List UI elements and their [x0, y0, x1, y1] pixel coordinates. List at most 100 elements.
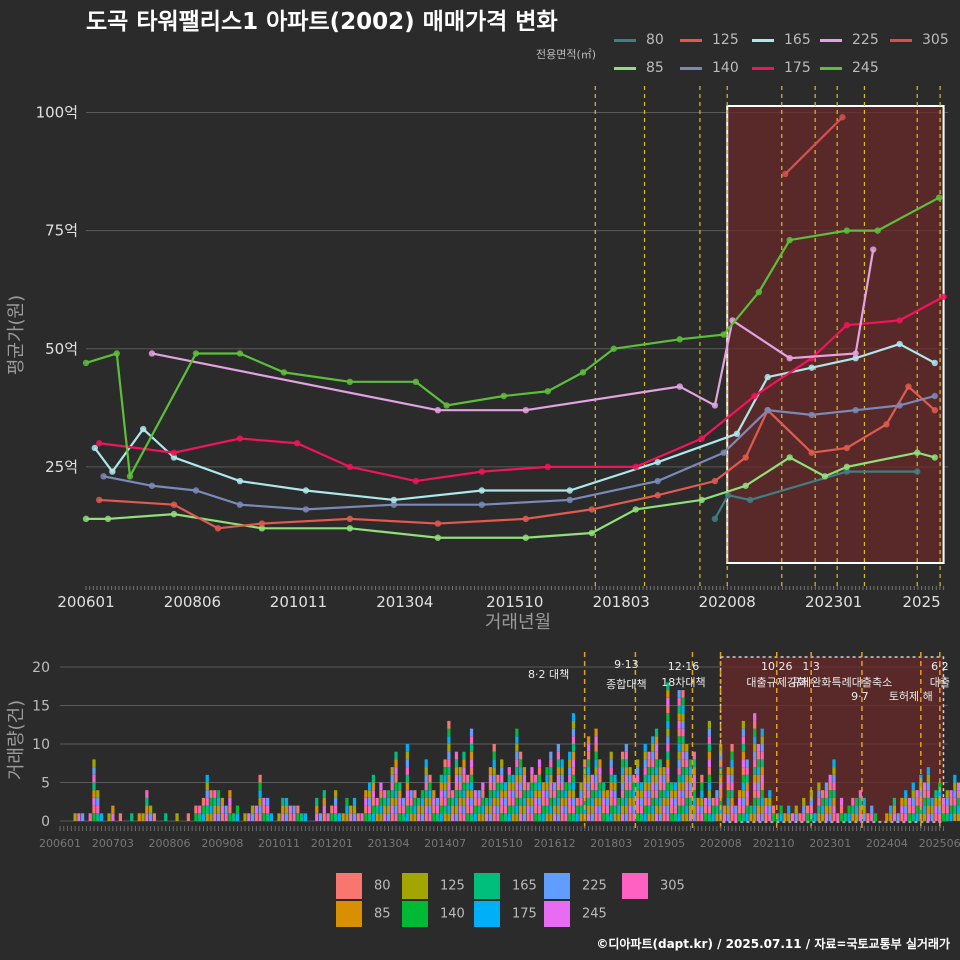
volume-bar-segment [469, 736, 474, 744]
volume-bar-segment [145, 805, 149, 814]
data-point [632, 506, 639, 513]
volume-bar-segment [636, 767, 640, 775]
x-tick-label: 202301 [809, 837, 851, 850]
volume-bar-segment [685, 805, 689, 814]
volume-bar-segment [481, 805, 485, 814]
volume-bar-segment [515, 782, 519, 791]
volume-bar-segment [175, 813, 179, 821]
volume-bar-segment [579, 790, 583, 798]
volume-bar-segment [526, 790, 530, 798]
volume-bar-segment [77, 813, 81, 821]
volume-bar-segment [541, 813, 545, 821]
volume-bar-segment [726, 774, 730, 783]
data-point [905, 383, 912, 390]
volume-bar-segment [915, 797, 919, 806]
data-point [302, 487, 310, 494]
volume-bar-segment [371, 813, 375, 821]
volume-bar-segment [288, 813, 292, 821]
legend-label: 225 [582, 878, 607, 894]
volume-bar-segment [492, 759, 496, 768]
volume-bar-segment [488, 813, 493, 821]
volume-bar-segment [364, 805, 368, 814]
volume-bar-segment [345, 805, 349, 814]
volume-bar-segment [707, 720, 711, 729]
volume-bar-segment [549, 813, 553, 821]
volume-bar-segment [401, 813, 406, 821]
volume-bar-segment [900, 805, 904, 814]
x-tick-label: 201803 [593, 593, 650, 611]
legend-top-item: 305 [890, 32, 949, 48]
volume-bar-segment [609, 805, 613, 814]
volume-bar-segment [469, 774, 474, 783]
volume-bar-segment [556, 790, 560, 798]
volume-bar-segment [571, 797, 576, 806]
data-point [808, 411, 815, 419]
volume-bar-segment [934, 805, 938, 814]
volume-bar-segment [753, 751, 757, 760]
x-tick-label: 201011 [270, 593, 327, 611]
volume-bar-segment [605, 797, 610, 806]
volume-bar-segment [296, 813, 300, 821]
volume-bar-segment [685, 751, 689, 760]
volume-bar-segment [447, 805, 451, 814]
volume-bar-segment [534, 790, 538, 798]
volume-bar-segment [745, 759, 749, 768]
volume-bar-segment [594, 744, 598, 752]
legend-label: 225 [852, 32, 879, 48]
volume-bar-segment [537, 759, 542, 768]
volume-bar-segment [469, 744, 474, 752]
volume-bar-segment [492, 744, 496, 752]
volume-bar-segment [432, 797, 436, 806]
volume-bar-segment [515, 751, 519, 760]
y-tick-label: 20 [32, 660, 50, 676]
x-tick-label: 2025 [903, 593, 941, 611]
volume-bar-segment [688, 759, 693, 768]
volume-bar-segment [734, 805, 738, 814]
volume-bar-segment [511, 797, 515, 806]
volume-bar-segment [620, 751, 625, 760]
volume-bar-segment [764, 805, 768, 814]
legend-label: 165 [784, 32, 811, 48]
volume-bar-segment [643, 759, 647, 768]
data-point [676, 383, 683, 390]
volume-bar-segment [424, 767, 428, 775]
volume-bar-segment [760, 728, 764, 737]
legend-line-swatch [752, 66, 774, 70]
volume-bar-segment [737, 790, 742, 798]
legend-label: 165 [512, 878, 537, 894]
volume-bar-segment [398, 797, 402, 806]
data-point [434, 520, 442, 527]
volume-bar-segment [953, 790, 957, 798]
volume-bar-segment [198, 805, 202, 814]
volume-bar-segment [511, 813, 515, 821]
volume-bar-segment [688, 813, 693, 821]
volume-bar-segment [556, 782, 560, 791]
volume-bar-segment [507, 813, 511, 821]
volume-bar-segment [579, 782, 583, 791]
x-tick-label: 201011 [258, 837, 300, 850]
volume-bar-segment [756, 782, 761, 791]
data-point [95, 496, 103, 504]
volume-bar-segment [216, 805, 221, 814]
volume-bar-segment [216, 797, 221, 806]
volume-bar-segment [730, 767, 734, 775]
policy-annotation: 12·16 [668, 660, 700, 673]
volume-bar-segment [594, 797, 598, 806]
volume-bar-segment [590, 797, 594, 806]
policy-annotation: 대출규제강화 [746, 676, 807, 689]
volume-bar-segment [828, 813, 832, 821]
data-point [109, 468, 116, 475]
volume-bar-segment [500, 805, 504, 814]
volume-bar-segment [904, 797, 908, 806]
volume-bar-segment [537, 797, 542, 806]
volume-bar-segment [556, 813, 560, 821]
volume-bar-segment [681, 690, 685, 698]
volume-bar-segment [624, 813, 628, 821]
volume-bar-segment [745, 805, 749, 814]
volume-bar-segment [677, 782, 681, 791]
volume-bar-segment [692, 782, 696, 791]
volume-bar-segment [847, 813, 851, 821]
legend-bottom-item: 175 [474, 901, 537, 927]
volume-bar-segment [579, 813, 583, 821]
volume-bar-segment [628, 790, 632, 798]
